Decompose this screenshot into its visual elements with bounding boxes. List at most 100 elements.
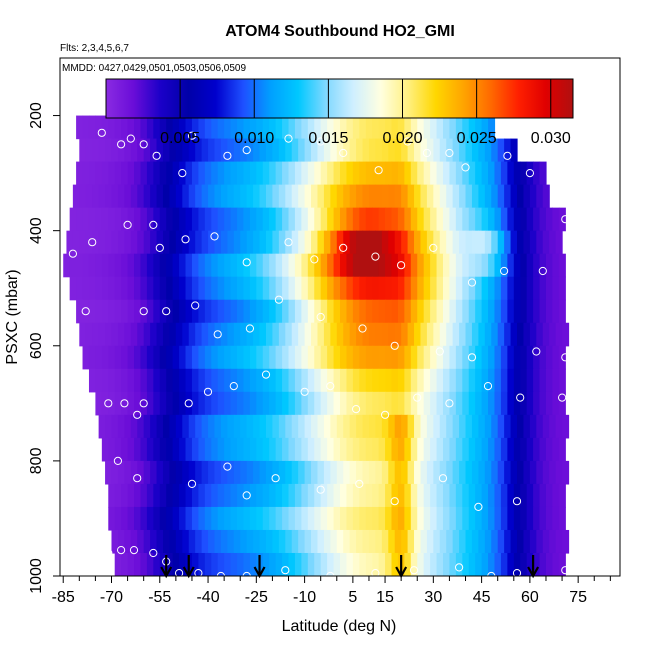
heatmap-cell [475,299,483,324]
heatmap-cell [272,184,280,209]
heatmap-cell [256,345,264,370]
heatmap-cell [378,299,386,324]
heatmap-cell [214,414,222,439]
heatmap-cell [172,437,180,462]
heatmap-cell [143,529,151,554]
heatmap-cell [314,506,322,531]
heatmap-cell [282,483,290,508]
heatmap-cell [159,299,167,324]
heatmap-cell [101,368,109,393]
heatmap-cell [452,230,460,255]
heatmap-cell [111,230,119,255]
heatmap-cell [336,184,344,209]
heatmap-cell [343,414,351,439]
heatmap-cell [172,115,180,140]
heatmap-cell [175,230,183,255]
heatmap-cell [372,368,380,393]
observation-point [149,220,158,229]
heatmap-cell [208,322,216,347]
heatmap-cell [146,552,154,576]
heatmap-cell [417,437,425,462]
observation-point [120,399,129,408]
heatmap-cell [262,253,270,278]
heatmap-cell [455,253,463,278]
heatmap-cell [455,506,463,531]
heatmap-cell [272,230,280,255]
heatmap-cell [237,345,245,370]
heatmap-cell [426,460,434,485]
heatmap-cell [410,276,418,301]
heatmap-cell [172,207,180,232]
heatmap-cell [552,368,560,393]
heatmap-cell [352,552,360,576]
heatmap-cell [430,345,438,370]
heatmap-cell [397,345,405,370]
heatmap-cell [211,276,219,301]
heatmap-cell [153,483,161,508]
heatmap-cell [130,184,138,209]
heatmap-cell [253,414,261,439]
heatmap-cell [327,299,335,324]
heatmap-cell [436,506,444,531]
heatmap-cell [72,184,80,209]
heatmap-cell [500,253,508,278]
heatmap-cell [436,391,444,416]
heatmap-cell [166,552,174,576]
heatmap-cell [504,414,512,439]
heatmap-cell [317,414,325,439]
heatmap-cell [275,115,283,140]
heatmap-cell [327,253,335,278]
heatmap-cell [111,322,119,347]
heatmap-cell [220,460,228,485]
heatmap-cell [105,230,113,255]
heatmap-cell [153,276,161,301]
x-tick-label: 60 [521,589,539,606]
heatmap-cell [420,529,428,554]
heatmap-cell [520,437,528,462]
heatmap-cell [230,207,238,232]
heatmap-cell [455,207,463,232]
observation-point [149,548,158,558]
y-tick-label: 400 [28,217,45,244]
heatmap-cell [397,115,405,140]
heatmap-cell [410,207,418,232]
heatmap-cell [542,414,550,439]
heatmap-cell [394,230,402,255]
heatmap-cell [346,483,354,508]
heatmap-cell [410,299,418,324]
heatmap-cell [520,391,528,416]
observation-point [409,566,419,575]
heatmap-cell [523,460,531,485]
heatmap-cell [471,230,479,255]
heatmap-cell [294,299,302,324]
heatmap-cell [114,437,122,462]
observation-point [81,307,90,316]
heatmap-cell [352,253,360,278]
heatmap-cell [230,299,238,324]
heatmap-cell [391,207,399,232]
heatmap-cell [340,368,348,393]
heatmap-cell [314,483,322,508]
heatmap-cell [179,299,187,324]
heatmap-cell [385,368,393,393]
heatmap-cell [484,322,492,347]
observation-point [139,307,148,316]
heatmap-cell [491,414,499,439]
heatmap-cell [275,345,283,370]
heatmap-cell [346,368,354,393]
heatmap-cell [146,483,154,508]
heatmap-cell [533,437,541,462]
heatmap-cell [349,529,357,554]
heatmap-cell [381,138,389,163]
heatmap-cell [494,437,502,462]
heatmap-cell [558,483,566,508]
heatmap-cell [475,161,483,186]
observation-point [413,393,422,402]
heatmap-cell [381,230,389,255]
heatmap-cell [388,230,396,255]
heatmap-cell [381,322,389,347]
heatmap-cell [542,460,550,485]
heatmap-cell [333,299,341,324]
heatmap-cell [198,552,206,576]
heatmap-cell [201,138,209,163]
